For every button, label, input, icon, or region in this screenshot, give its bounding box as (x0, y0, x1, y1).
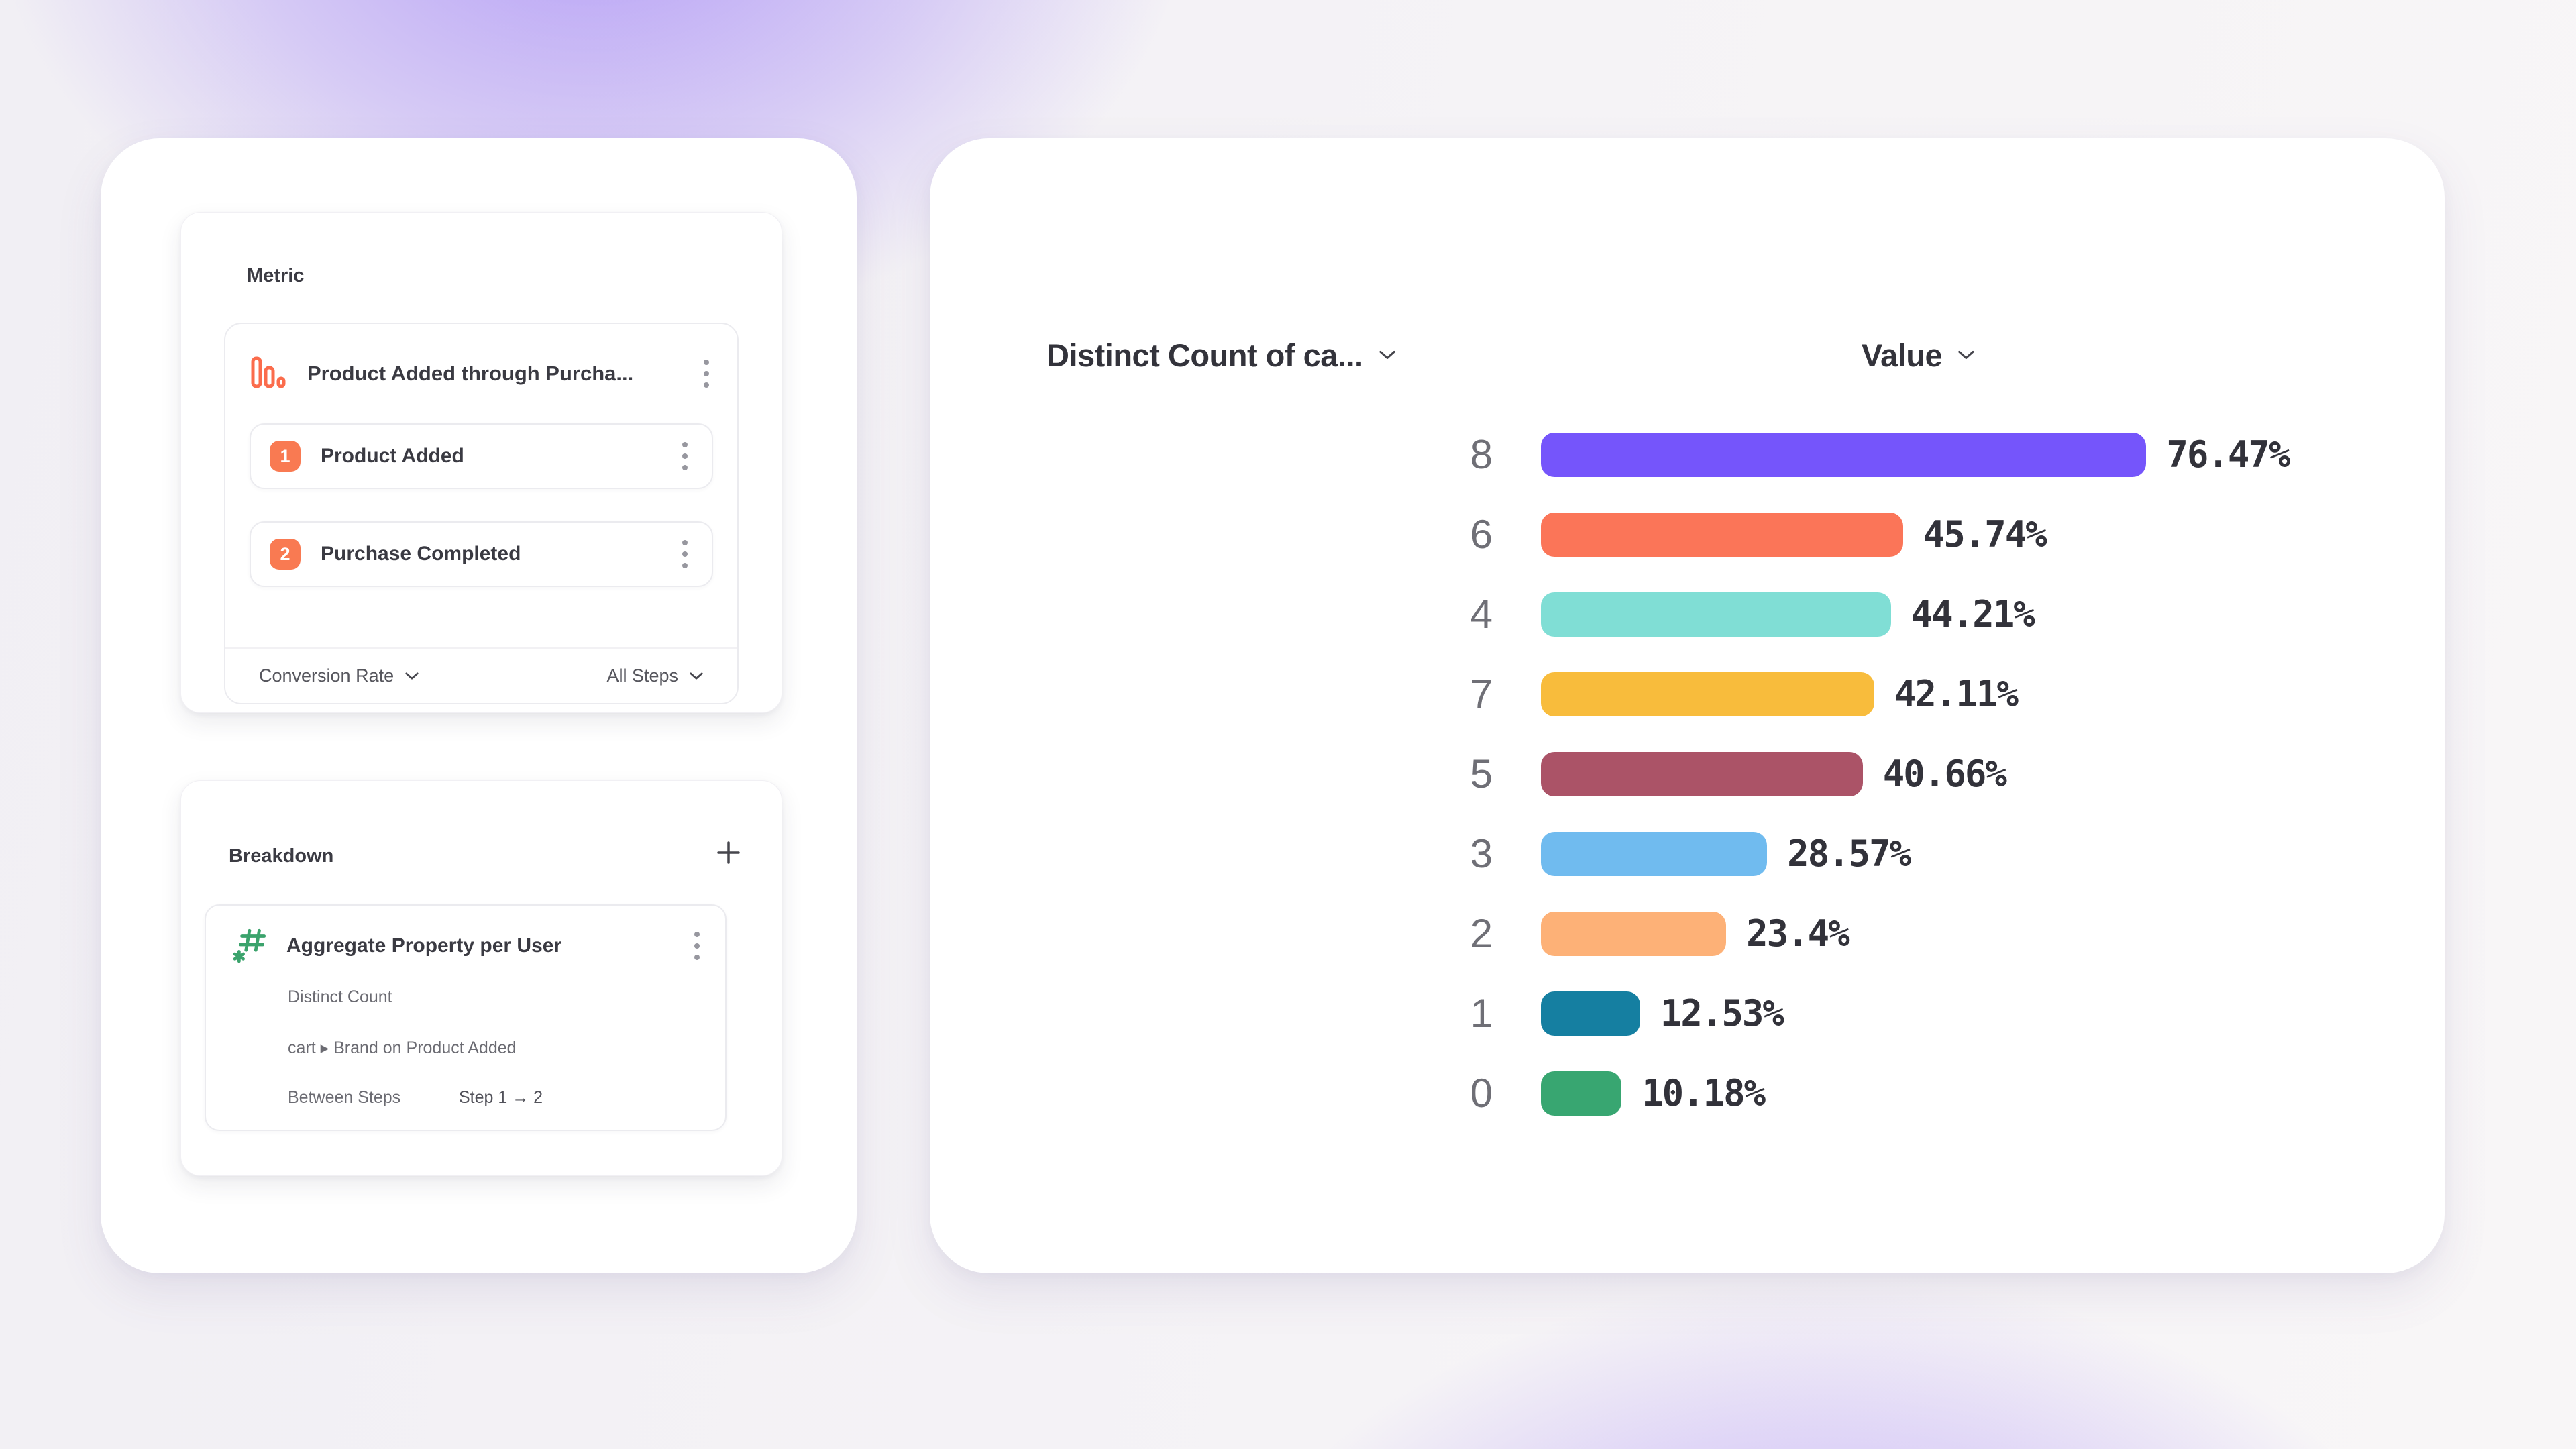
all-steps-label: All Steps (606, 665, 678, 686)
conversion-rate-dropdown[interactable]: Conversion Rate (259, 665, 419, 686)
plus-icon (717, 841, 740, 864)
bar-value-label: 12.53% (1660, 991, 1784, 1034)
bar-chart: 8 76.47% 6 45.74% 4 44.21% 7 42.11% 5 40… (930, 415, 2445, 1133)
bar-value-label: 28.57% (1787, 832, 1911, 875)
breakdown-property-label: cart ▸ Brand on Product Added (288, 1038, 517, 1057)
bar[interactable] (1541, 672, 1874, 716)
funnel-bars-icon (250, 356, 287, 392)
bar[interactable] (1541, 1071, 1622, 1116)
chart-row: 4 44.21% (930, 574, 2445, 654)
query-builder-panel: Metric Product Added through Purcha... (101, 138, 857, 1273)
step-1-kebab-icon[interactable] (674, 435, 696, 477)
chevron-down-icon (1379, 350, 1395, 359)
add-breakdown-button[interactable] (714, 839, 743, 870)
bar[interactable] (1541, 592, 1891, 637)
funnel-metric-header[interactable]: Product Added through Purcha... (250, 324, 717, 423)
bar-value-label: 44.21% (1911, 592, 2035, 635)
chart-row: 0 10.18% (930, 1053, 2445, 1133)
bar-category-label: 5 (1470, 751, 1493, 796)
bar-category-label: 2 (1470, 910, 1493, 956)
bar-category-label: 4 (1470, 591, 1493, 637)
chart-panel: Distinct Count of ca... Value 8 76.47% 6… (930, 138, 2445, 1273)
breakdown-between-steps-label: Between Steps (288, 1088, 401, 1107)
breakdown-card: Breakdown (180, 780, 782, 1176)
bar[interactable] (1541, 512, 1903, 557)
chart-row: 8 76.47% (930, 415, 2445, 494)
bar-value-label: 40.66% (1882, 752, 2007, 795)
bar-value-label: 45.74% (1923, 513, 2047, 555)
bar-category-label: 1 (1470, 990, 1493, 1036)
bar[interactable] (1541, 831, 1768, 876)
value-column-header-dropdown[interactable]: Value (1862, 337, 1976, 374)
metric-card-title: Metric (247, 265, 305, 286)
breakdown-card-title: Breakdown (229, 845, 334, 867)
chart-row: 1 12.53% (930, 973, 2445, 1053)
bar[interactable] (1541, 911, 1727, 956)
bar[interactable] (1541, 991, 1640, 1036)
bar-category-label: 8 (1470, 431, 1493, 477)
bar[interactable] (1541, 432, 2147, 477)
bar-value-label: 42.11% (1894, 672, 2019, 715)
step-2-label: Purchase Completed (321, 543, 521, 565)
bar-value-label: 76.47% (2166, 433, 2290, 476)
bar-category-label: 7 (1470, 671, 1493, 716)
value-column-header-label: Value (1861, 337, 1943, 373)
breakdown-kebab-icon[interactable] (686, 925, 708, 967)
bar-value-label: 10.18% (1642, 1071, 1766, 1114)
funnel-step-2[interactable]: 2 Purchase Completed (250, 521, 713, 587)
bar-category-label: 6 (1470, 511, 1493, 557)
chart-row: 6 45.74% (930, 494, 2445, 574)
step-2-badge: 2 (270, 539, 301, 570)
breakdown-measure-label: Distinct Count (288, 987, 392, 1006)
step-1-badge: 1 (270, 441, 301, 472)
hash-asterisk-icon (233, 926, 269, 966)
bar-category-label: 0 (1470, 1070, 1493, 1116)
bar-category-label: 3 (1470, 830, 1493, 876)
funnel-metric-name: Product Added through Purcha... (307, 362, 634, 385)
bar-value-label: 23.4% (1746, 912, 1850, 955)
funnel-footer-divider (225, 647, 737, 649)
bar[interactable] (1541, 751, 1863, 796)
chart-row: 5 40.66% (930, 734, 2445, 814)
funnel-step-1[interactable]: 1 Product Added (250, 423, 713, 489)
funnel-menu-kebab-icon[interactable] (696, 353, 717, 394)
chevron-down-icon (1958, 350, 1974, 359)
chevron-down-icon (690, 672, 703, 680)
funnel-metric-container[interactable]: Product Added through Purcha... 1 Produc… (224, 323, 739, 704)
breakdown-item[interactable]: Aggregate Property per User Distinct Cou… (205, 904, 727, 1131)
breakdown-step-range-value: Step 1 → 2 (459, 1088, 543, 1107)
chart-row: 7 42.11% (930, 654, 2445, 734)
chart-row: 3 28.57% (930, 814, 2445, 894)
category-column-header-dropdown[interactable]: Distinct Count of ca... (1046, 337, 1397, 374)
metric-card: Metric Product Added through Purcha... (180, 212, 782, 713)
step-1-label: Product Added (321, 445, 464, 467)
all-steps-dropdown[interactable]: All Steps (606, 665, 704, 686)
breakdown-item-name: Aggregate Property per User (286, 934, 562, 957)
step-2-kebab-icon[interactable] (674, 533, 696, 575)
chart-row: 2 23.4% (930, 894, 2445, 973)
conversion-rate-label: Conversion Rate (259, 665, 394, 686)
category-column-header-label: Distinct Count of ca... (1046, 337, 1363, 373)
chevron-down-icon (405, 672, 419, 680)
